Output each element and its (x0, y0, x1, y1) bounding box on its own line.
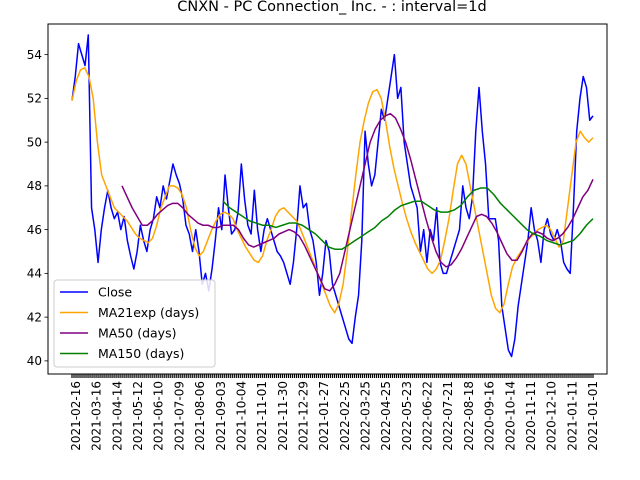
x-tick-label-15: 2022-04-25 (379, 381, 393, 451)
x-tick-label-7: 2021-09-03 (214, 381, 228, 451)
x-tick-label-1: 2021-03-16 (90, 381, 104, 451)
x-tick-label-18: 2022-07-21 (441, 381, 455, 451)
axes: 40 42 44 46 48 50 52 54 2021-02-16 2021-03-16 2021… (27, 23, 608, 451)
y-tick-label-7: 54 (27, 48, 42, 62)
legend: Close MA21exp (days) MA50 (days) MA150 (day… (53, 279, 216, 368)
x-tick-label-19: 2022-08-18 (462, 381, 476, 451)
chart-title: CNXN - PC Connection_ Inc. - : interval=… (177, 0, 486, 15)
x-tick-label-9: 2021-11-01 (255, 381, 269, 451)
x-tick-label-8: 2021-10-04 (234, 381, 248, 451)
y-tick-label-5: 50 (27, 135, 42, 149)
y-tick-label-2: 44 (27, 267, 42, 281)
x-tick-label-21: 2020-10-14 (503, 381, 517, 451)
x-tick-label-10: 2021-11-30 (276, 381, 290, 451)
x-tick-label-13: 2022-02-25 (338, 381, 352, 451)
x-tick-label-25: 2021-01-01 (586, 381, 600, 451)
legend-label-3: MA150 (days) (98, 346, 184, 361)
x-tick-label-14: 2022-03-25 (359, 381, 373, 451)
x-tick-label-23: 2020-12-10 (545, 381, 559, 451)
y-tick-label-3: 46 (27, 223, 42, 237)
x-tick-label-20: 2020-09-16 (483, 381, 497, 451)
x-tick-label-11: 2021-12-29 (296, 381, 310, 451)
x-tick-label-4: 2021-06-10 (152, 381, 166, 451)
legend-label-2: MA50 (days) (98, 326, 176, 341)
y-tick-label-1: 42 (27, 310, 42, 324)
x-tick-label-3: 2021-05-12 (131, 381, 145, 451)
y-tick-label-0: 40 (27, 354, 42, 368)
x-tick-label-5: 2021-07-09 (172, 381, 186, 451)
plot-area (71, 34, 594, 358)
x-tick-label-16: 2022-05-23 (400, 381, 414, 451)
x-tick-label-12: 2021-01-27 (317, 381, 331, 451)
x-tick-label-2: 2021-04-14 (110, 381, 124, 451)
plot-frame (47, 23, 608, 375)
series-line-3 (222, 187, 594, 251)
y-tick-label-6: 52 (27, 92, 42, 106)
x-tick-label-6: 2021-08-06 (193, 381, 207, 451)
x-tick-label-22: 2020-11-11 (524, 381, 538, 451)
y-tick-label-4: 48 (27, 179, 42, 193)
legend-box (53, 279, 216, 368)
series-line-2 (121, 112, 594, 292)
series-line-0 (71, 34, 594, 358)
x-tick-label-0: 2021-02-16 (69, 381, 83, 451)
x-tick-label-17: 2022-06-22 (421, 381, 435, 451)
series-line-1 (71, 67, 594, 314)
legend-label-1: MA21exp (days) (98, 305, 199, 320)
x-tick-label-24: 2021-01-11 (565, 381, 579, 451)
legend-label-0: Close (98, 285, 132, 300)
